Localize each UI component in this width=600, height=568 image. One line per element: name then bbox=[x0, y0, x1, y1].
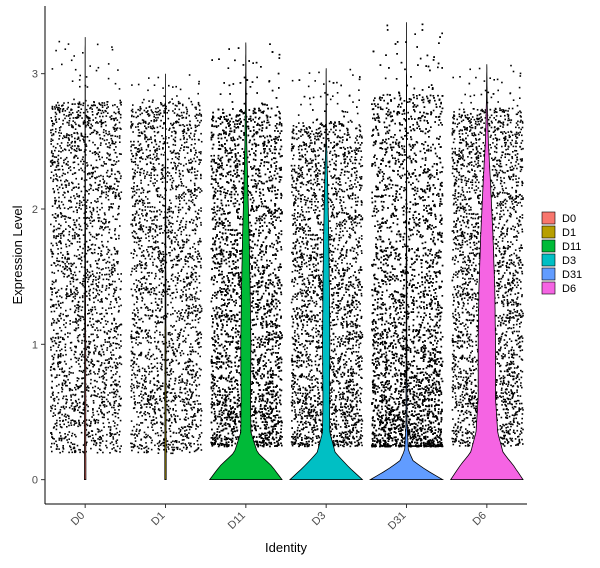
x-axis-title: Identity bbox=[265, 540, 307, 555]
violin-d3 bbox=[288, 68, 364, 480]
violin-d31 bbox=[368, 22, 445, 480]
jitter-group-d0 bbox=[49, 40, 123, 454]
y-tick-label: 1 bbox=[32, 339, 38, 351]
legend-key-d11 bbox=[541, 239, 556, 253]
legend-label-d0: D0 bbox=[562, 213, 576, 225]
jitter-group-d31 bbox=[371, 23, 444, 448]
legend-label-d1: D1 bbox=[562, 227, 576, 239]
legend-label-d31: D31 bbox=[562, 269, 582, 281]
y-ticks: 0 1 2 3 bbox=[32, 69, 45, 487]
jitter-points bbox=[49, 23, 524, 455]
x-tick-label-d31: D31 bbox=[386, 510, 409, 533]
violin-d1 bbox=[164, 73, 167, 480]
x-tick-label-d3: D3 bbox=[310, 510, 328, 528]
x-tick-label-d0: D0 bbox=[69, 510, 87, 528]
x-tick-label-d6: D6 bbox=[471, 510, 489, 528]
legend-label-d6: D6 bbox=[562, 283, 576, 295]
violin-d11 bbox=[208, 42, 283, 480]
legend-key-d1 bbox=[541, 225, 556, 239]
x-ticks: D0 D1 D11 D3 D31 D6 bbox=[69, 504, 489, 532]
legend-label-d11: D11 bbox=[562, 241, 581, 253]
legend-key-d0 bbox=[541, 211, 556, 225]
legend-label-d3: D3 bbox=[562, 255, 576, 267]
legend-key-d31 bbox=[541, 267, 556, 281]
y-axis-title: Expression Level bbox=[10, 205, 25, 304]
violin-d0 bbox=[84, 37, 87, 480]
x-tick-label-d1: D1 bbox=[149, 510, 167, 528]
y-tick-label: 2 bbox=[32, 204, 38, 216]
y-tick-label: 3 bbox=[32, 69, 38, 81]
legend-key-d6 bbox=[541, 281, 556, 295]
y-tick-label: 0 bbox=[32, 475, 38, 487]
legend-key-d3 bbox=[541, 253, 556, 267]
violin-d6 bbox=[449, 64, 524, 480]
x-tick-label-d11: D11 bbox=[226, 510, 248, 532]
jitter-group-d1 bbox=[130, 74, 203, 455]
legend: D0 D1 D11 D3 D31 D6 bbox=[541, 211, 582, 295]
violins bbox=[84, 22, 524, 480]
